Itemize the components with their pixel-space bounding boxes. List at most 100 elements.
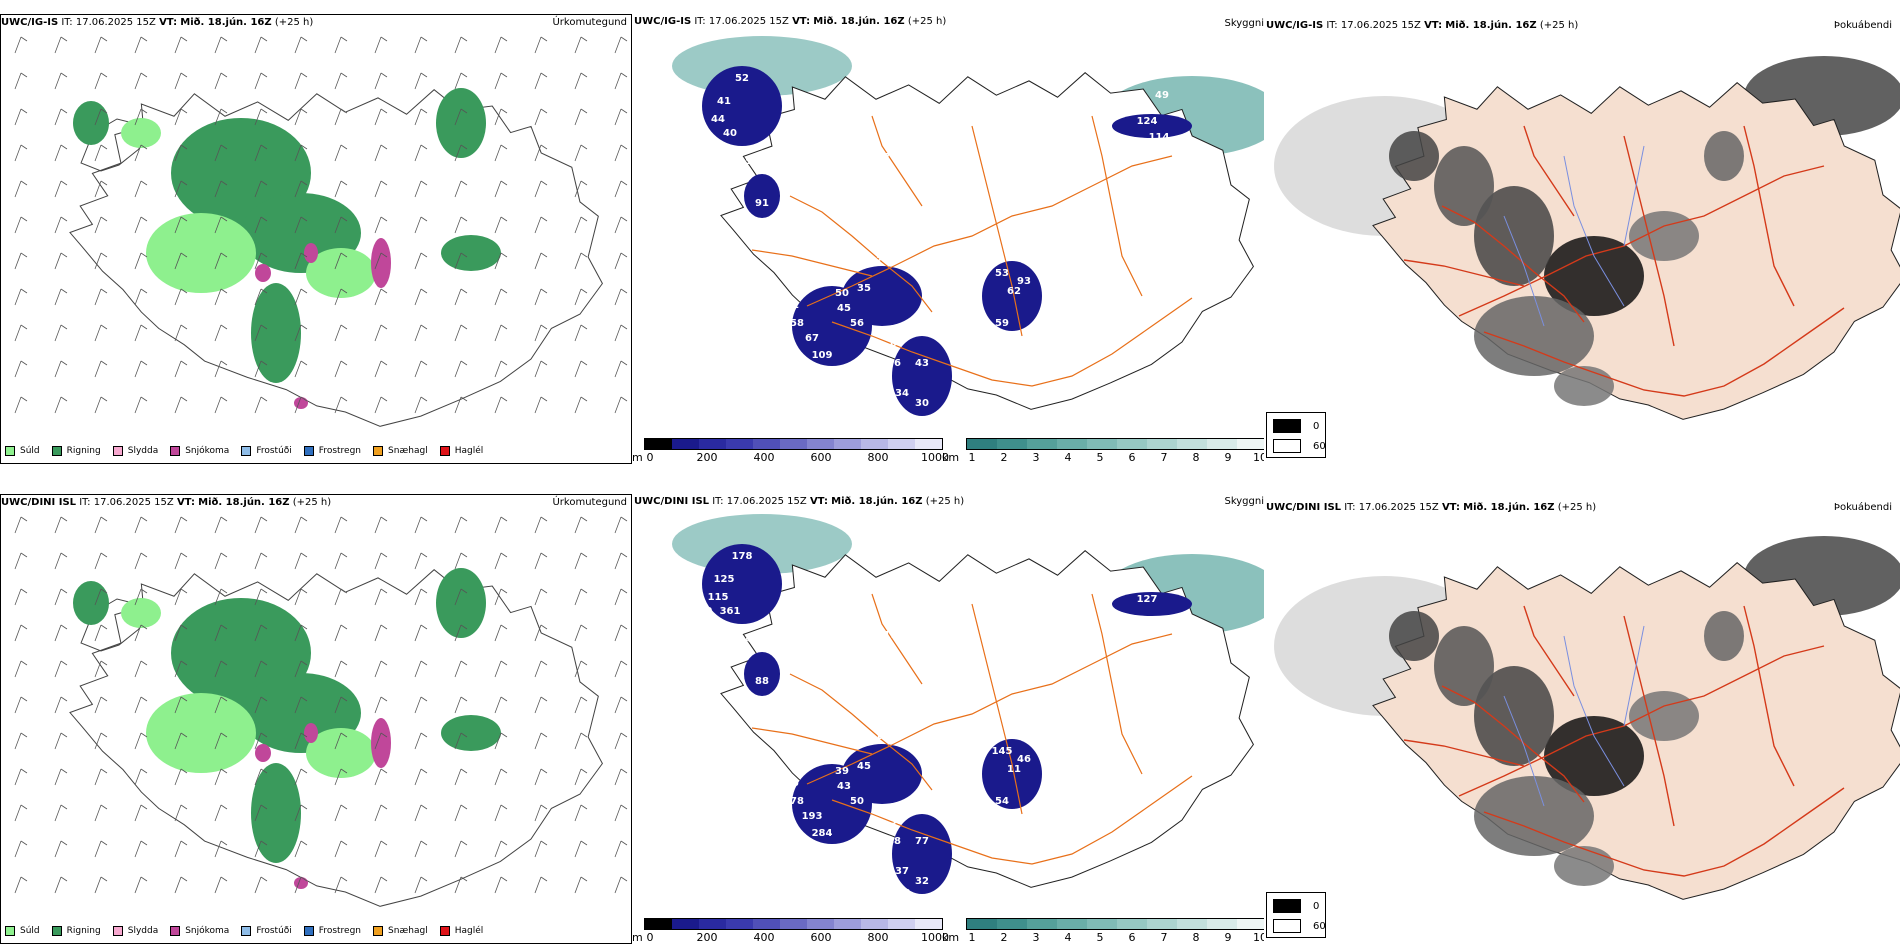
wind-barb-flag (20, 360, 28, 366)
wind-barb-flag (260, 840, 268, 846)
wind-barb-flag (220, 252, 228, 258)
wind-barb (14, 768, 22, 786)
wind-barb-flag (20, 72, 28, 78)
ceiling-value-label: 34 (895, 388, 909, 399)
colorbar-segment (807, 439, 834, 449)
fog-area (1434, 626, 1494, 706)
wind-barb (54, 768, 62, 786)
wind-barb (94, 732, 102, 750)
wind-barb (134, 552, 142, 570)
wind-barb (414, 516, 422, 534)
wind-barb-flag (300, 216, 308, 222)
colorbar-tick: 9 (1224, 451, 1232, 464)
wind-barb-flag (620, 660, 628, 666)
wind-barb-flag (420, 144, 428, 150)
wind-barb (134, 288, 142, 306)
ceiling-value-label: 62 (1007, 286, 1021, 297)
wind-barb (14, 324, 22, 342)
wind-barb (294, 660, 302, 678)
wind-barb (174, 396, 182, 414)
ceiling-value-label: 37 (895, 866, 909, 877)
wind-barb-flag (220, 660, 228, 666)
ceiling-value-label: 78 (790, 796, 804, 807)
wind-barb-flag (60, 768, 68, 774)
wind-barb-flag (180, 696, 188, 702)
colorbar-segment (915, 439, 942, 449)
wind-barb-flag (540, 768, 548, 774)
ceiling-area (702, 66, 782, 146)
wind-barb (174, 804, 182, 822)
wind-barb (54, 144, 62, 162)
wind-barb (534, 324, 542, 342)
wind-barb-flag (460, 588, 468, 594)
fog-area (1389, 611, 1439, 661)
legend-label: Snæhagl (388, 926, 428, 936)
wind-barb (454, 216, 462, 234)
wind-barb (534, 360, 542, 378)
colorbar-segment (834, 919, 861, 929)
colorbar-tick: 5 (1096, 451, 1104, 464)
fog-legend: 0 60 (1266, 892, 1326, 938)
wind-barb-flag (540, 660, 548, 666)
wind-barb (254, 108, 262, 126)
legend-item: Snæhagl (373, 926, 428, 936)
wind-barb (294, 144, 302, 162)
wind-barb-flag (300, 840, 308, 846)
wind-barb (54, 624, 62, 642)
wind-barb-flag (100, 516, 108, 522)
wind-barb-flag (180, 324, 188, 330)
wind-barb-flag (180, 840, 188, 846)
precip-legend: Súld Rigning Slydda Snjókoma Frostúði Frostre… (5, 443, 495, 459)
wind-barb-flag (60, 216, 68, 222)
fog-map (1274, 56, 1900, 420)
wind-barb (454, 516, 462, 534)
legend-label: Súld (20, 926, 40, 936)
wind-barb-flag (300, 72, 308, 78)
wind-barb-flag (340, 660, 348, 666)
wind-barb-flag (580, 876, 588, 882)
wind-barb (414, 288, 422, 306)
legend-item: Súld (5, 446, 40, 456)
wind-barb (614, 216, 622, 234)
wind-barb-flag (260, 660, 268, 666)
wind-barb (454, 732, 462, 750)
legend-label: Súld (20, 446, 40, 456)
wind-barb-flag (220, 72, 228, 78)
wind-barb (494, 876, 502, 894)
wind-barb (174, 252, 182, 270)
wind-barb (414, 588, 422, 606)
wind-barb-flag (180, 144, 188, 150)
wind-barb-flag (60, 840, 68, 846)
wind-barb (374, 360, 382, 378)
wind-barb-flag (580, 660, 588, 666)
colorbar-segment (1147, 439, 1177, 449)
wind-barb (134, 36, 142, 54)
ceiling-value-label: 43 (915, 358, 929, 369)
wind-barb-flag (220, 696, 228, 702)
wind-barb (294, 768, 302, 786)
wind-barb (614, 288, 622, 306)
colorbar-tick: 8 (1192, 451, 1200, 464)
precip-map (14, 36, 628, 427)
wind-barb-flag (300, 732, 308, 738)
wind-barb-flag (580, 36, 588, 42)
wind-barb-flag (380, 732, 388, 738)
wind-barb-flag (100, 360, 108, 366)
ceiling-value-label: 45 (837, 303, 851, 314)
wind-barb-flag (620, 72, 628, 78)
wind-barb-flag (340, 804, 348, 810)
wind-barb-flag (20, 660, 28, 666)
wind-barb (494, 624, 502, 642)
wind-barb (214, 660, 222, 678)
ceiling-area (892, 336, 952, 416)
colorbar-segment (1027, 439, 1057, 449)
wind-barb-flag (180, 360, 188, 366)
colorbar-segment (1087, 919, 1117, 929)
precip-area (121, 598, 161, 628)
road-line (1458, 645, 1825, 797)
wind-barb (334, 624, 342, 642)
wind-barb (214, 324, 222, 342)
wind-barb-flag (180, 588, 188, 594)
wind-barb-flag (300, 288, 308, 294)
wind-barb-flag (60, 108, 68, 114)
